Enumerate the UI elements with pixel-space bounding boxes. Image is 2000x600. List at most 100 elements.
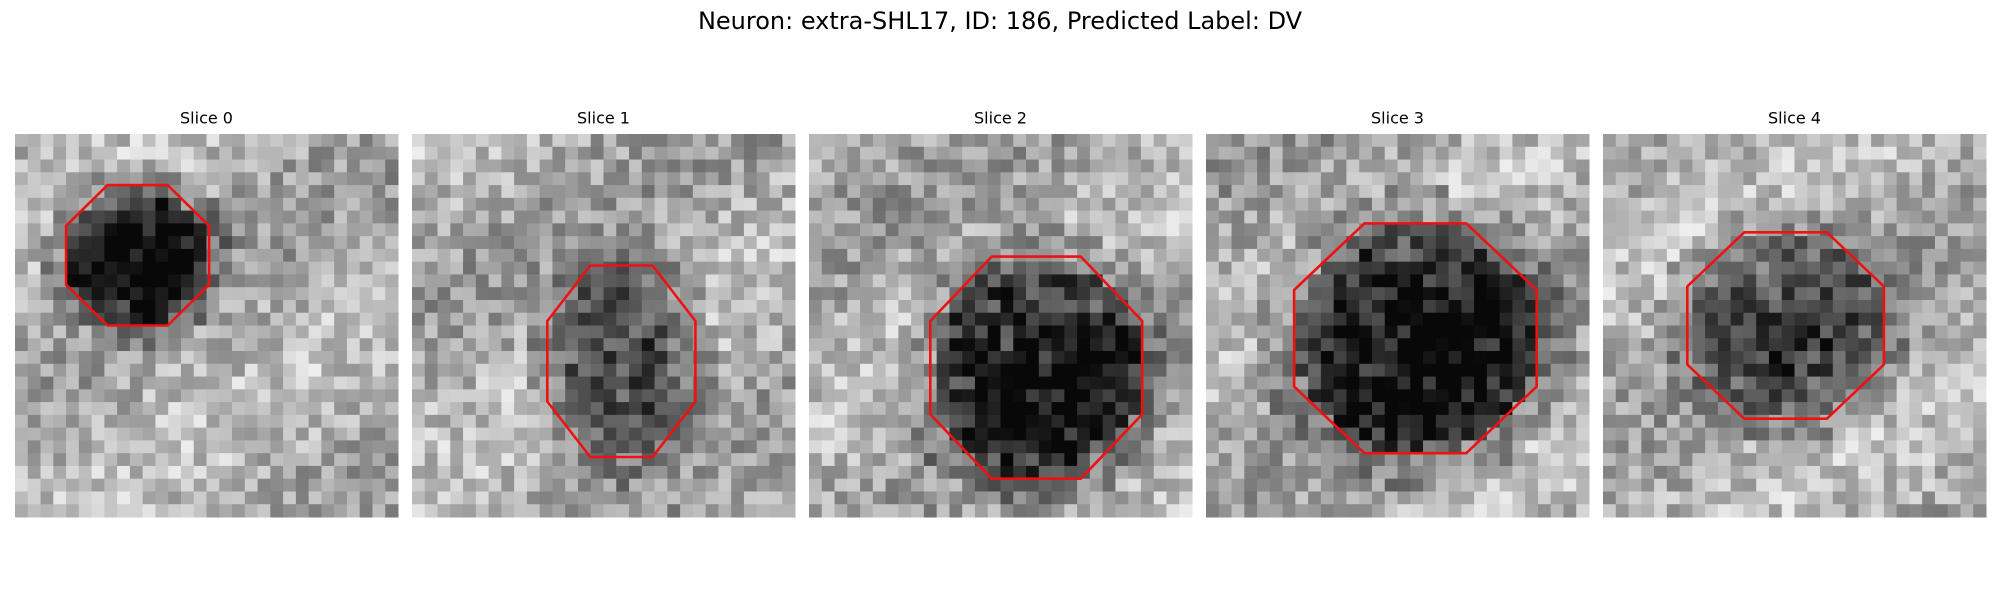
pixel [117, 287, 131, 301]
pixel [782, 325, 796, 339]
pixel [385, 504, 399, 518]
pixel [590, 159, 604, 173]
pixel [501, 414, 515, 429]
pixel [1295, 363, 1309, 378]
pixel [1346, 223, 1360, 237]
pixel [1820, 274, 1834, 288]
pixel [1218, 146, 1233, 161]
pixel [1603, 146, 1617, 161]
pixel [577, 427, 592, 441]
pixel [66, 427, 80, 441]
pixel [1603, 223, 1617, 237]
pixel [372, 376, 386, 390]
pixel [1461, 287, 1475, 301]
pixel [974, 402, 989, 416]
pixel [475, 478, 490, 492]
pixel [1269, 427, 1284, 441]
pixel [385, 351, 399, 365]
pixel [1858, 504, 1872, 518]
pixel [501, 363, 515, 378]
pixel [1512, 491, 1526, 505]
pixel [1499, 210, 1513, 224]
pixel [603, 414, 617, 429]
pixel [1666, 478, 1681, 492]
pixel [1384, 440, 1398, 454]
pixel [1512, 312, 1526, 326]
pixel [1166, 351, 1180, 365]
pixel [1295, 248, 1309, 263]
pixel [936, 351, 950, 365]
pixel [142, 465, 156, 480]
pixel [412, 414, 426, 429]
pixel [1603, 312, 1617, 326]
pixel [1333, 376, 1347, 390]
pixel [1282, 402, 1296, 416]
pixel [756, 261, 770, 275]
pixel [193, 376, 207, 390]
pixel [78, 172, 93, 186]
pixel [1397, 146, 1411, 161]
pixel [168, 197, 182, 212]
pixel [718, 146, 732, 161]
pixel [244, 261, 259, 275]
pixel [334, 338, 348, 352]
pixel [1666, 376, 1681, 390]
pixel [616, 299, 630, 314]
pixel [1295, 299, 1309, 314]
pixel [680, 210, 694, 224]
pixel [1000, 325, 1014, 339]
pixel [359, 299, 373, 314]
pixel [1218, 440, 1233, 454]
pixel [1692, 261, 1706, 275]
pixel [821, 274, 836, 288]
pixel [514, 185, 528, 199]
pixel [743, 299, 758, 314]
pixel [1346, 185, 1360, 199]
pixel [974, 185, 989, 199]
pixel [1153, 236, 1167, 250]
pixel [180, 210, 195, 224]
pixel [104, 248, 118, 263]
pixel [1807, 248, 1821, 263]
pixel [257, 363, 271, 378]
pixel [155, 440, 169, 454]
pixel [1499, 185, 1513, 199]
image-panel [1206, 134, 1590, 518]
pixel [1346, 440, 1360, 454]
pixel [1922, 159, 1936, 173]
pixel [1550, 402, 1564, 416]
pixel [501, 223, 515, 237]
pixel [962, 491, 976, 505]
pixel [911, 134, 925, 148]
pixel [577, 197, 592, 212]
pixel [412, 363, 426, 378]
pixel [847, 376, 861, 390]
pixel [1858, 414, 1872, 429]
pixel [1013, 312, 1027, 326]
pixel [283, 363, 297, 378]
pixel [168, 491, 182, 505]
pixel [1922, 197, 1936, 212]
pixel [1730, 427, 1744, 441]
pixel [193, 185, 207, 199]
pixel [1282, 236, 1296, 250]
pixel [1537, 223, 1552, 237]
pixel [565, 363, 579, 378]
pixel [1346, 453, 1360, 467]
pixel [898, 376, 912, 390]
pixel [1743, 376, 1757, 390]
pixel [565, 325, 579, 339]
pixel [1537, 312, 1552, 326]
pixel [552, 325, 566, 339]
pixel [1654, 389, 1668, 403]
pixel [1973, 427, 1987, 441]
pixel [295, 478, 310, 492]
pixel [372, 134, 386, 148]
pixel [1115, 338, 1129, 352]
pixel [1346, 146, 1360, 161]
pixel [1858, 172, 1872, 186]
pixel [1768, 402, 1783, 416]
pixel [809, 363, 823, 378]
pixel [1512, 325, 1526, 339]
pixel [385, 491, 399, 505]
